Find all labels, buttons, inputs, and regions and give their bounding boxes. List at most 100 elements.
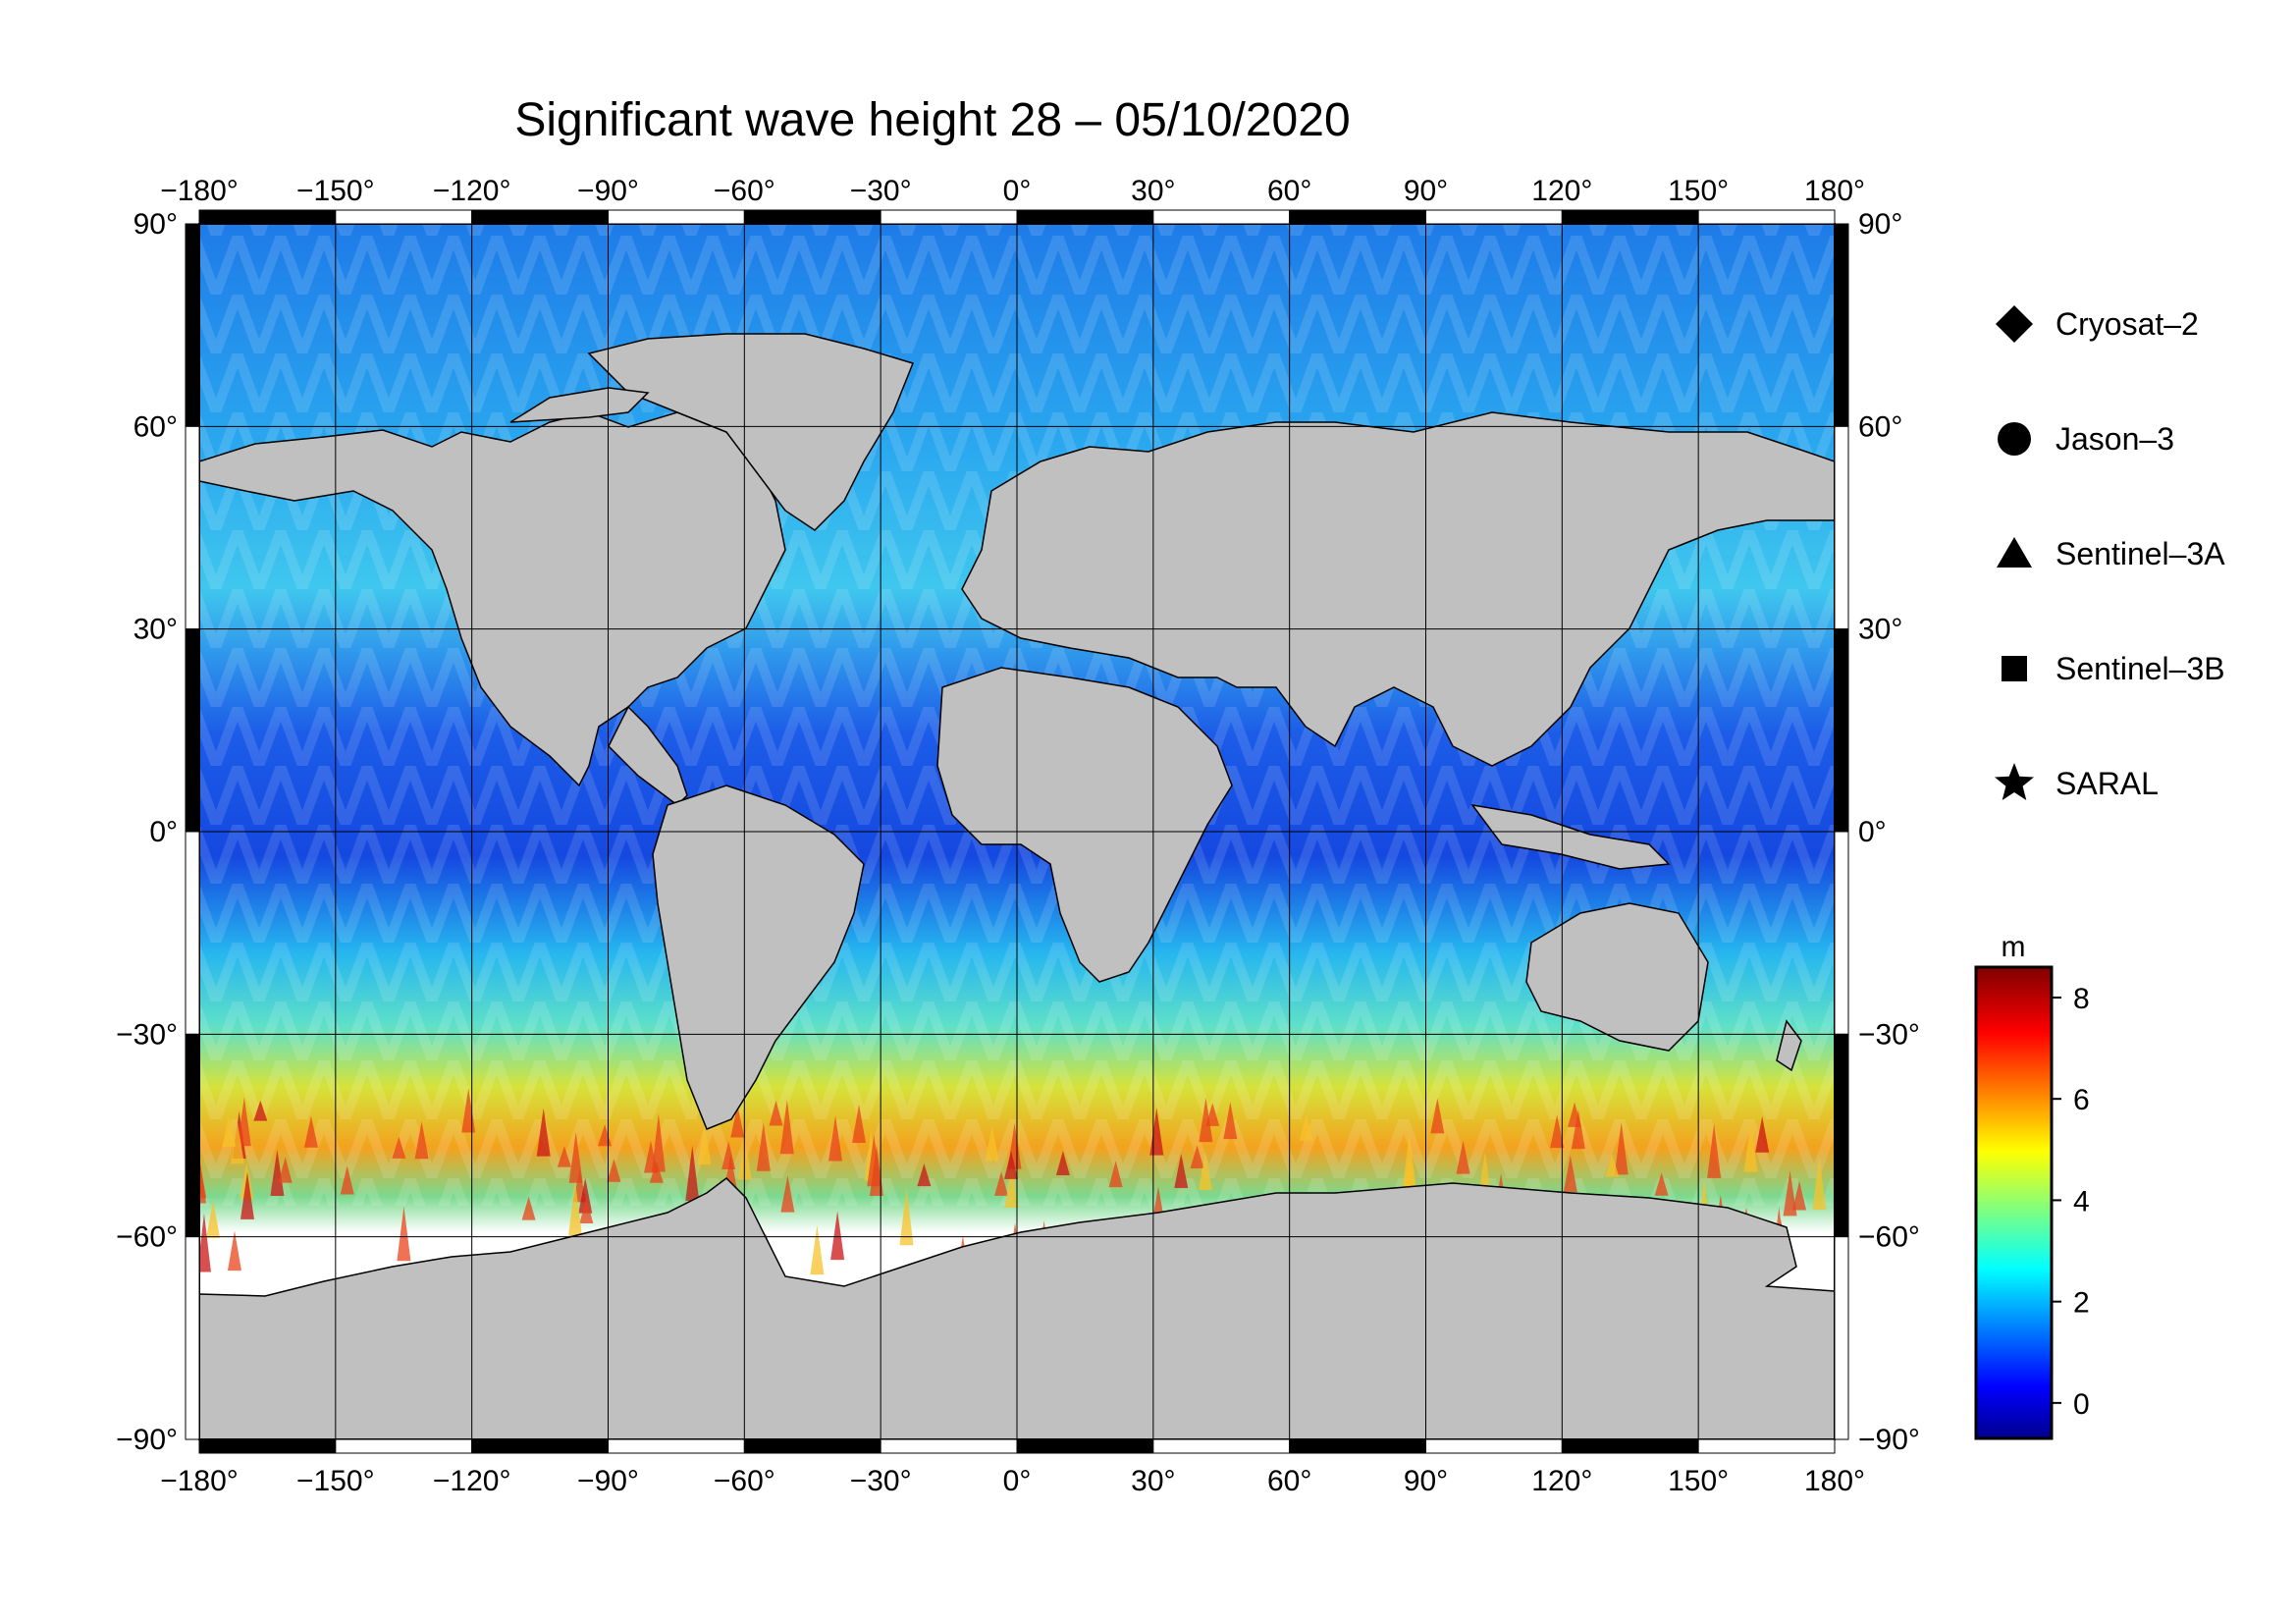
satellite-legend: Cryosat–2 Jason–3 Sentinel–3A Sentinel–3B SA…: [1995, 305, 2225, 801]
grid-lines: [199, 224, 1835, 1439]
hotspot-mark: [1792, 1180, 1807, 1211]
hotspot-mark: [521, 1196, 536, 1220]
hotspot-mark: [536, 1108, 551, 1157]
hotspot-mark: [392, 1136, 406, 1159]
hotspot-mark: [828, 1115, 843, 1162]
map-frame: [185, 209, 1849, 1454]
hotspot-mark: [685, 1145, 700, 1202]
hotspot-mark: [870, 1145, 884, 1197]
land-africa: [936, 667, 1233, 983]
square-marker-icon: [2002, 656, 2027, 681]
hotspot-mark: [1605, 1154, 1620, 1177]
frame-bar-left: [185, 1236, 200, 1440]
frame-bar-bottom: [1152, 1438, 1291, 1454]
lon-tick-label-bottom: −150°: [296, 1465, 375, 1497]
lon-tick-label-top: −120°: [433, 175, 511, 207]
lon-tick-label-bottom: 60°: [1267, 1465, 1311, 1497]
diamond-marker-icon: [1996, 305, 2033, 343]
frame-bar-bottom: [471, 1438, 609, 1454]
lon-tick-label-bottom: 30°: [1131, 1465, 1175, 1497]
colorbar: m 0 2 4 6 8: [1974, 931, 2090, 1440]
hotspot-mark: [1004, 1166, 1019, 1209]
hotspot-mark: [651, 1113, 666, 1172]
high-wave-hotspots: [199, 1088, 1827, 1285]
triangle-marker-icon: [1997, 537, 2032, 568]
lat-tick-label-right: 60°: [1858, 410, 1902, 443]
hotspot-mark: [222, 1114, 237, 1147]
frame-bar-top: [1561, 209, 1699, 225]
frame-bar-right: [1834, 1236, 1849, 1440]
hotspot-mark: [578, 1177, 593, 1214]
lon-tick-label-bottom: 90°: [1404, 1465, 1448, 1497]
colorbar-tick-label: 6: [2073, 1084, 2090, 1116]
hotspot-mark: [1174, 1153, 1189, 1188]
lat-tick-labels-right: 90° 60° 30° 0° −30° −60° −90°: [1858, 208, 1920, 1456]
lon-tick-label-top: 150°: [1668, 175, 1729, 207]
frame-bar-left: [185, 1033, 200, 1238]
frame-bar-bottom: [743, 1438, 881, 1454]
hotspot-mark: [779, 1100, 794, 1155]
lon-tick-label-top: −90°: [577, 175, 639, 207]
frame-bar-bottom: [335, 1438, 473, 1454]
frame-bar-top: [198, 209, 337, 225]
lon-tick-label-top: 90°: [1404, 175, 1448, 207]
hotspot-mark: [830, 1211, 845, 1261]
hotspot-mark: [985, 1125, 999, 1162]
colorbar-ramp: [1974, 965, 2054, 1440]
frame-bar-left: [185, 831, 200, 1035]
hotspot-mark: [199, 1155, 207, 1204]
lon-tick-label-top: 30°: [1131, 175, 1175, 207]
hotspot-mark: [579, 1198, 594, 1224]
colorbar-tick-label: 4: [2073, 1185, 2090, 1217]
lon-tick-labels-top: −180° −150° −120° −90° −60° −30° 0° 30° 60° 90° 12…: [160, 175, 1865, 207]
hotspot-mark: [568, 1181, 583, 1236]
land-indonesia: [1470, 803, 1671, 870]
hotspot-mark: [270, 1149, 285, 1196]
hotspot-mark: [253, 1100, 268, 1121]
land-north-america: [199, 411, 786, 787]
frame-bar-bottom: [1289, 1438, 1426, 1454]
frame-bar-bottom: [1561, 1438, 1699, 1454]
hotspot-mark: [1550, 1114, 1565, 1149]
frame-bar-right: [1834, 425, 1849, 630]
frame-bar-top: [1016, 209, 1154, 225]
lat-tick-label-left: −30°: [116, 1018, 178, 1051]
map-area[interactable]: [192, 224, 1835, 1439]
lat-tick-label-right: 90°: [1858, 208, 1902, 241]
frame-bar-left: [185, 223, 200, 427]
hotspot-mark: [1430, 1098, 1445, 1134]
colorbar-tick-label: 2: [2073, 1287, 2090, 1320]
lon-tick-label-bottom: 120°: [1531, 1465, 1592, 1497]
lon-tick-label-bottom: −30°: [850, 1465, 912, 1497]
land-australia: [1525, 902, 1709, 1052]
hotspot-mark: [1108, 1161, 1123, 1188]
frame-bar-left: [185, 628, 200, 833]
frame-bar-right: [1834, 223, 1849, 427]
frame-bar-right: [1834, 831, 1849, 1035]
hotspot-mark: [227, 1230, 241, 1271]
hotspot-mark: [1783, 1170, 1797, 1217]
hotspot-mark: [1755, 1115, 1770, 1153]
lat-tick-label-right: −90°: [1858, 1424, 1920, 1456]
hotspot-mark: [1299, 1112, 1313, 1141]
lon-tick-label-top: 0°: [1003, 175, 1032, 207]
hotspot-mark: [899, 1187, 914, 1246]
colorbar-ticks: 0 2 4 6 8: [2052, 983, 2090, 1421]
hotspot-mark: [199, 1213, 211, 1272]
frame-bar-bottom: [608, 1438, 745, 1454]
frame-bar-right: [1834, 1033, 1849, 1238]
hotspot-mark: [206, 1200, 221, 1238]
colorbar-tick-label: 0: [2073, 1388, 2090, 1421]
frame-bar-bottom: [880, 1438, 1018, 1454]
hotspot-mark: [1812, 1156, 1827, 1211]
lat-tick-label-right: −60°: [1858, 1221, 1920, 1254]
hotspot-mark: [1743, 1123, 1758, 1172]
frame-bar-left: [185, 425, 200, 630]
frame-bar-top: [880, 209, 1018, 225]
lon-tick-label-bottom: 150°: [1668, 1465, 1729, 1497]
lon-tick-label-bottom: −60°: [714, 1465, 775, 1497]
legend-label: Sentinel–3B: [2056, 651, 2225, 686]
hotspot-mark: [1223, 1102, 1238, 1140]
hotspot-mark: [240, 1171, 254, 1219]
